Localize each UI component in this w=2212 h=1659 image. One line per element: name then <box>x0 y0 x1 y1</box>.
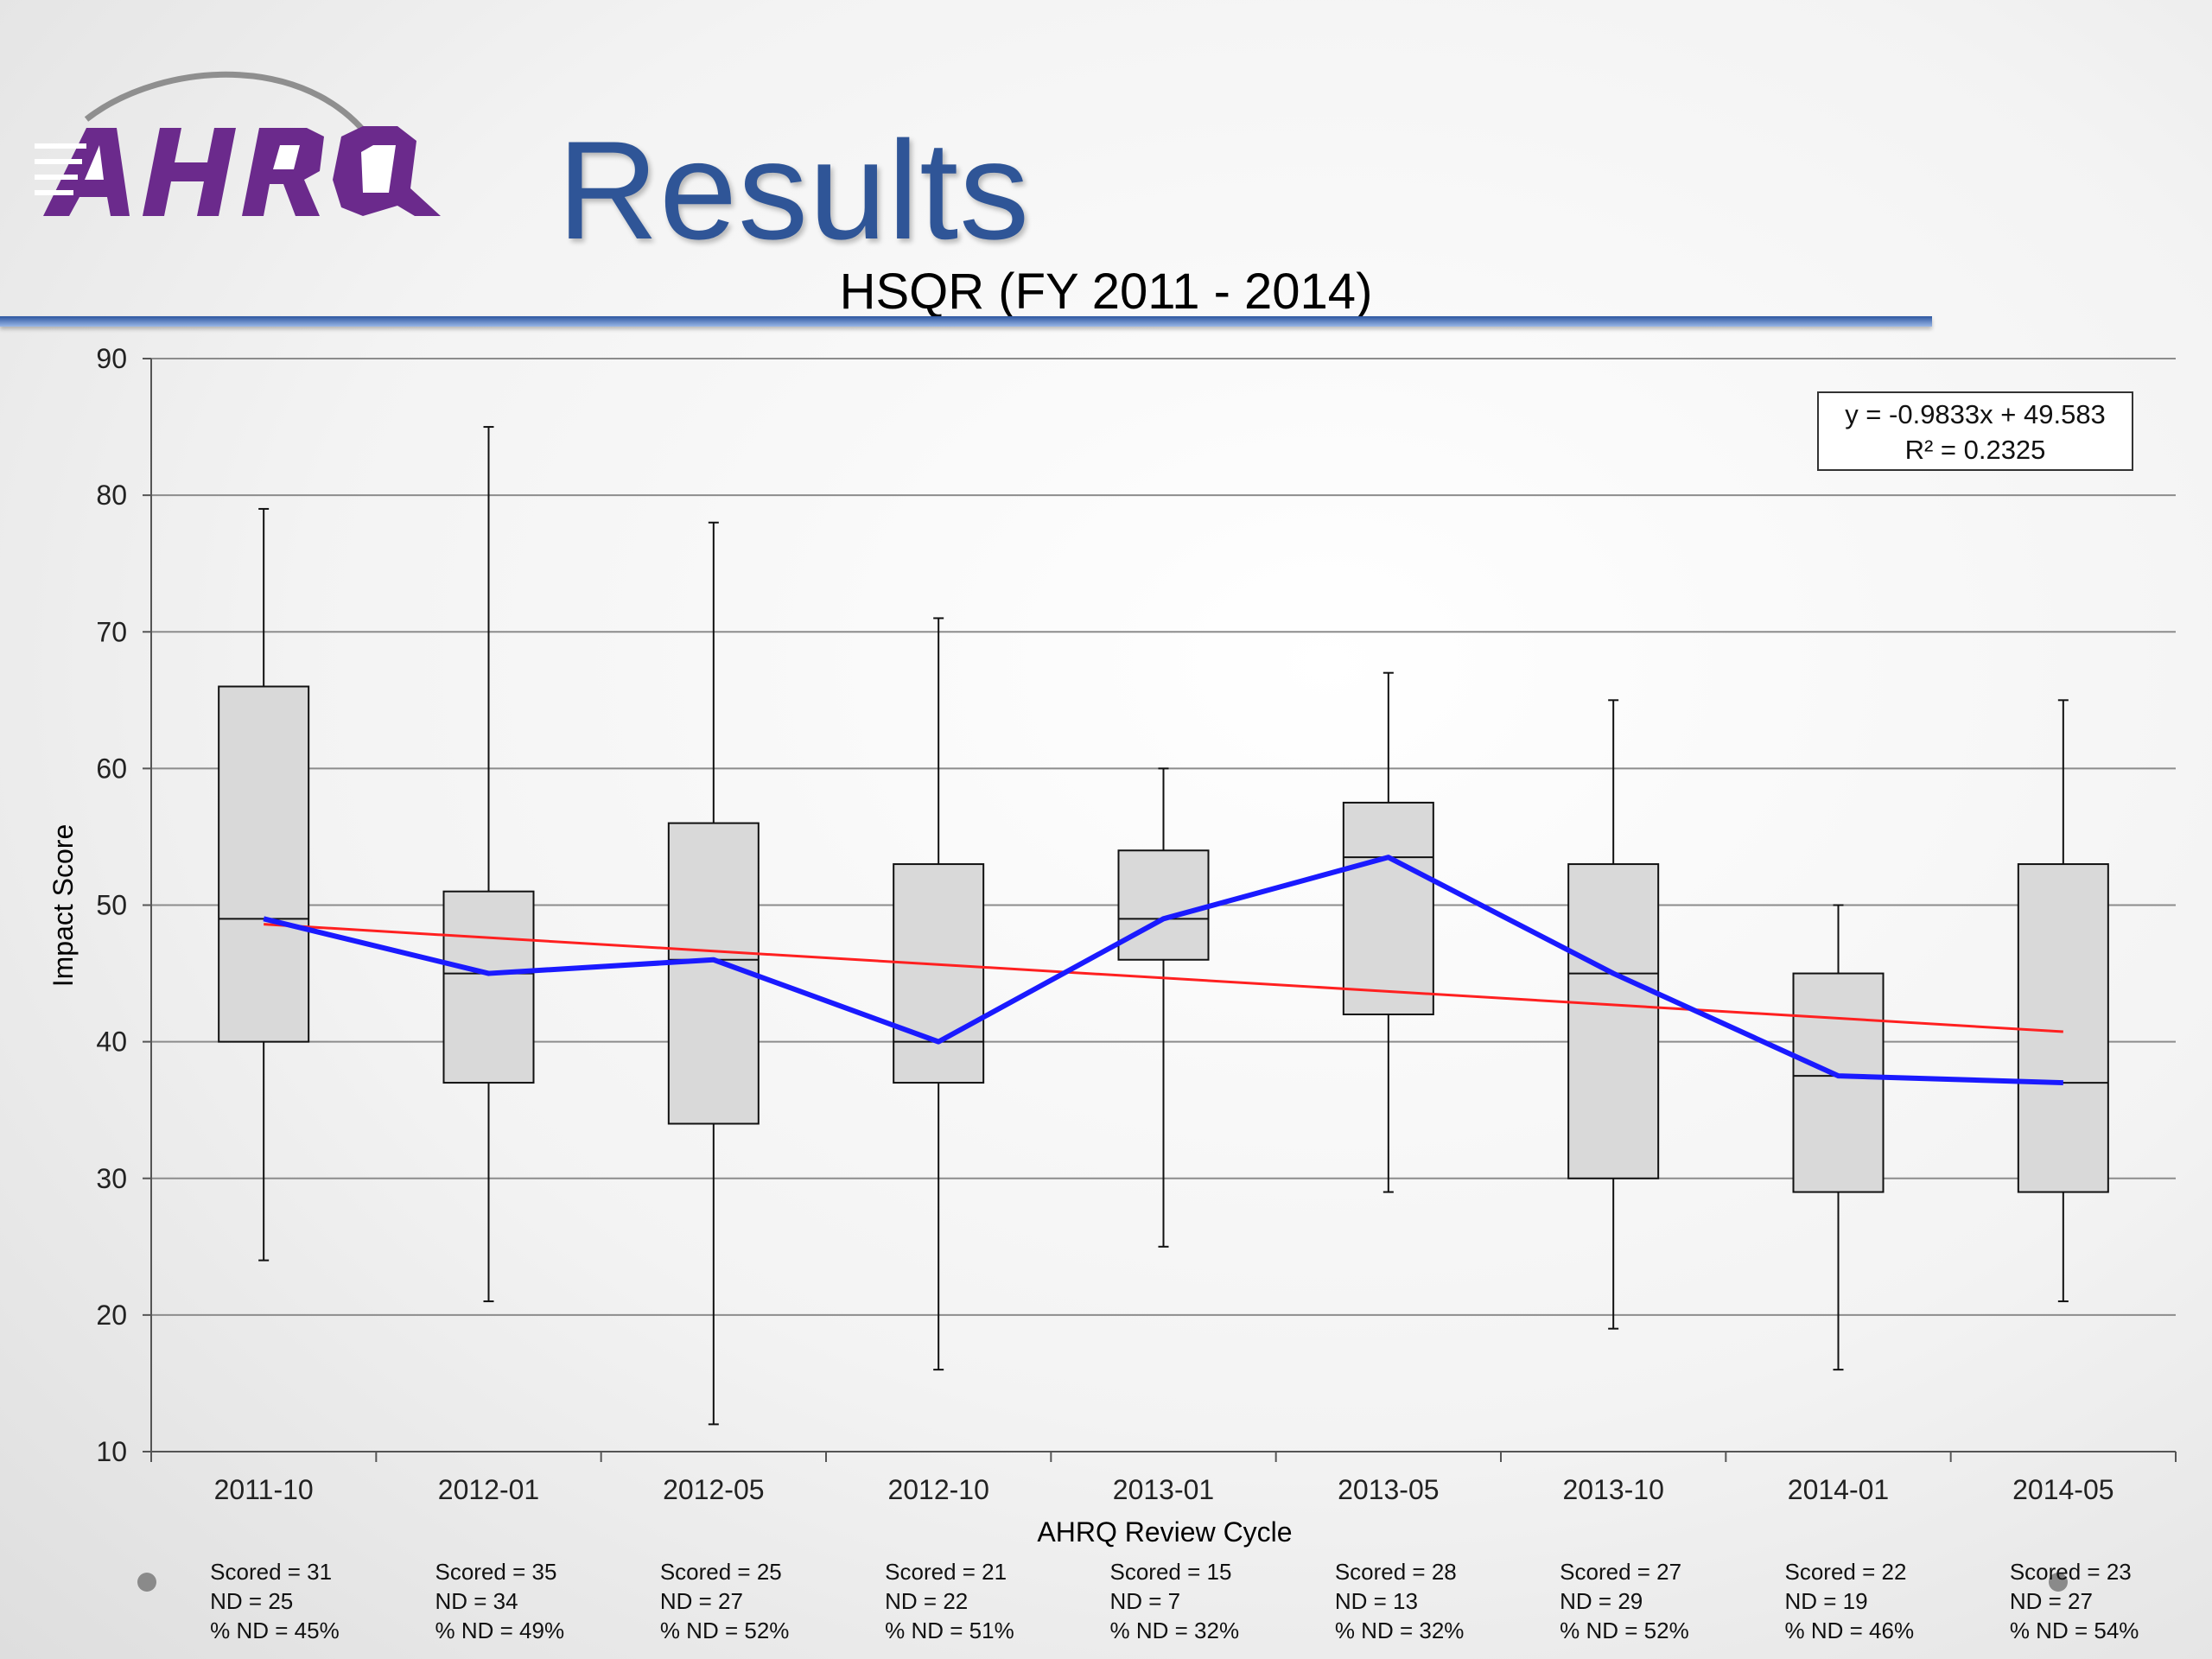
stat-scored: Scored = 25 <box>659 1559 782 1585</box>
median-trend-line <box>263 855 2063 1086</box>
stat-scored: Scored = 31 <box>210 1559 333 1585</box>
stat-scored: Scored = 28 <box>1334 1559 1457 1585</box>
cycle-stats-2011-10: Scored = 31 ND = 25 % ND = 45% <box>210 1557 340 1645</box>
stat-pct: % ND = 32% <box>1334 1618 1465 1643</box>
x-tick-label: 2011-10 <box>214 1474 314 1505</box>
x-tick-label: 2012-01 <box>438 1474 539 1505</box>
box-2014-01 <box>1792 904 1885 1371</box>
box-iqr <box>2017 863 2109 1193</box>
y-tick-label: 20 <box>96 1300 127 1331</box>
stat-pct: % ND = 45% <box>210 1618 340 1643</box>
y-tick-label: 50 <box>96 890 127 921</box>
trendline-line <box>264 923 2063 1033</box>
stat-pct: % ND = 54% <box>2009 1618 2139 1643</box>
slide-title: Results <box>557 112 1031 269</box>
stat-pct: % ND = 46% <box>1784 1618 1915 1643</box>
x-axis-title: AHRQ Review Cycle <box>1037 1516 1292 1548</box>
box-2013-05 <box>1342 671 1434 1193</box>
stat-scored: Scored = 21 <box>885 1559 1007 1585</box>
stat-scored: Scored = 22 <box>1784 1559 1907 1585</box>
chart-title: HSQR (FY 2011 - 2014) <box>839 264 1373 320</box>
stat-pct: % ND = 52% <box>659 1618 790 1643</box>
cycle-stats-2013-05: Scored = 28 ND = 13 % ND = 32% <box>1335 1557 1465 1645</box>
median-line <box>263 855 2063 1086</box>
stat-pct: % ND = 32% <box>1109 1618 1240 1643</box>
stat-nd: ND = 34 <box>435 1588 518 1614</box>
stat-scored: Scored = 23 <box>2009 1559 2132 1585</box>
x-tick-label: 2014-01 <box>1788 1474 1889 1505</box>
box-2012-05 <box>667 521 760 1426</box>
cycle-stats-2013-01: Scored = 15 ND = 7 % ND = 32% <box>1110 1557 1240 1645</box>
y-tick-label: 80 <box>96 480 127 511</box>
stat-nd: ND = 13 <box>1334 1588 1418 1614</box>
cycle-stats-2013-10: Scored = 27 ND = 29 % ND = 52% <box>1560 1557 1689 1645</box>
y-tick-label: 30 <box>96 1163 127 1194</box>
cycle-stats-2012-01: Scored = 35 ND = 34 % ND = 49% <box>435 1557 565 1645</box>
box-iqr <box>1342 801 1434 1015</box>
trendline-equation: y = -0.9833x + 49.583 <box>1845 399 2106 429</box>
box-2014-05 <box>2017 699 2109 1303</box>
cycle-stats-2014-01: Scored = 22 ND = 19 % ND = 46% <box>1785 1557 1915 1645</box>
cycle-stats-2012-10: Scored = 21 ND = 22 % ND = 51% <box>885 1557 1014 1645</box>
ahrq-logo <box>35 71 441 216</box>
trendline <box>264 923 2063 1033</box>
y-tick-label: 70 <box>96 616 127 647</box>
box-iqr <box>1117 849 1210 961</box>
cycle-stats-2012-05: Scored = 25 ND = 27 % ND = 52% <box>660 1557 790 1645</box>
box-2013-10 <box>1567 699 1660 1330</box>
stat-nd: ND = 22 <box>885 1588 969 1614</box>
stat-pct: % ND = 49% <box>435 1618 565 1643</box>
box-2012-10 <box>893 617 985 1371</box>
box-iqr <box>1792 972 1885 1193</box>
stat-pct: % ND = 52% <box>1560 1618 1689 1643</box>
stat-nd: ND = 27 <box>2009 1588 2093 1614</box>
axis-labels: Impact Score AHRQ Review Cycle 10 20 30 40 5… <box>48 343 2114 1548</box>
stat-scored: Scored = 35 <box>435 1559 557 1585</box>
y-tick-label: 10 <box>96 1436 127 1467</box>
cycle-stats-2014-05: Scored = 23 ND = 27 % ND = 54% <box>2010 1557 2139 1645</box>
box-iqr <box>667 822 760 1125</box>
x-tick-label: 2012-10 <box>887 1474 988 1505</box>
stat-scored: Scored = 15 <box>1109 1559 1232 1585</box>
stat-pct: % ND = 51% <box>885 1618 1014 1643</box>
stat-nd: ND = 7 <box>1109 1588 1181 1614</box>
x-tick-label: 2014-05 <box>2012 1474 2113 1505</box>
box-iqr <box>893 863 985 1084</box>
x-tick-label: 2013-01 <box>1113 1474 1214 1505</box>
x-tick-label: 2012-05 <box>663 1474 764 1505</box>
box-2011-10 <box>218 507 310 1262</box>
x-tick-label: 2013-05 <box>1338 1474 1439 1505</box>
trendline-r-squared: R² = 0.2325 <box>1905 435 2046 465</box>
y-tick-label: 60 <box>96 753 127 784</box>
bullet-dot <box>137 1573 156 1592</box>
y-tick-label: 90 <box>96 343 127 374</box>
y-axis-title: Impact Score <box>48 824 79 988</box>
box-2013-01 <box>1117 767 1210 1248</box>
stat-nd: ND = 29 <box>1560 1588 1643 1614</box>
boxes <box>218 426 2109 1426</box>
x-tick-label: 2013-10 <box>1562 1474 1663 1505</box>
box-iqr <box>218 685 310 1043</box>
box-iqr <box>442 890 535 1084</box>
stat-nd: ND = 27 <box>659 1588 743 1614</box>
bullet-dot <box>2049 1573 2068 1592</box>
stat-nd: ND = 25 <box>210 1588 294 1614</box>
stat-nd: ND = 19 <box>1784 1588 1868 1614</box>
title-divider <box>0 316 1932 327</box>
y-tick-label: 40 <box>96 1027 127 1058</box>
box-iqr <box>1567 863 1660 1179</box>
box-2012-01 <box>442 426 535 1303</box>
stat-scored: Scored = 27 <box>1560 1559 1682 1585</box>
trendline-equation-box: y = -0.9833x + 49.583 R² = 0.2325 <box>1817 391 2133 471</box>
axes <box>143 358 2177 1462</box>
